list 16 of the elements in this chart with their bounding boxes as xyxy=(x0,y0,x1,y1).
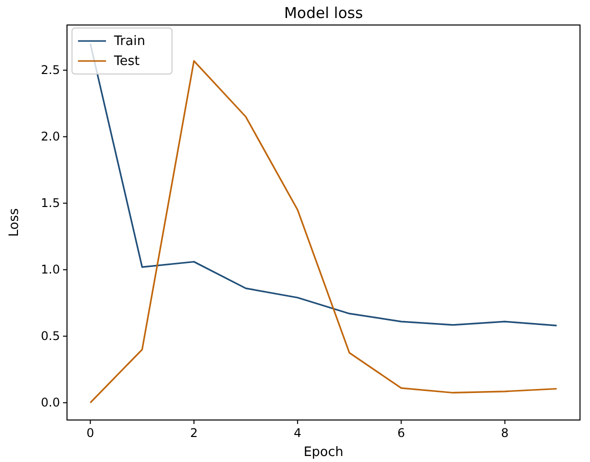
y-tick-label: 0.5 xyxy=(40,329,60,344)
x-tick-label: 8 xyxy=(501,426,509,440)
x-tick-label: 0 xyxy=(86,426,94,440)
legend-label: Test xyxy=(113,54,140,69)
x-tick-label: 4 xyxy=(294,426,302,440)
legend-label: Train xyxy=(113,34,146,49)
x-axis-title: Epoch xyxy=(304,445,344,460)
y-tick-label: 1.5 xyxy=(40,196,60,210)
y-axis-title: Loss xyxy=(7,208,22,237)
y-tick-label: 2.0 xyxy=(40,130,60,144)
y-tick-label: 0.0 xyxy=(40,396,60,410)
x-tick-label: 6 xyxy=(397,426,406,440)
x-tick-label: 2 xyxy=(190,426,198,440)
y-tick-label: 2.5 xyxy=(40,63,60,78)
y-tick-label: 1.0 xyxy=(40,262,60,277)
chart-title: Model loss xyxy=(284,4,364,22)
